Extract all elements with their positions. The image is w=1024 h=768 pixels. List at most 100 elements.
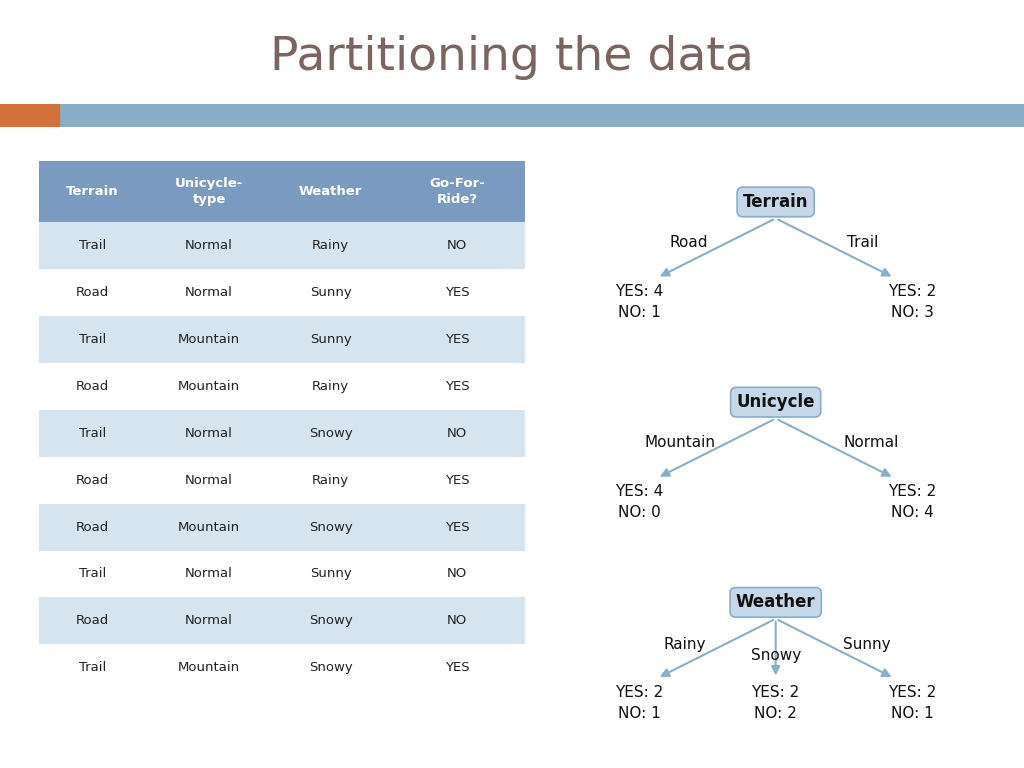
Text: Sunny: Sunny — [310, 286, 351, 299]
Text: Trail: Trail — [79, 239, 106, 252]
Bar — [389, 363, 525, 410]
Text: YES: 2
NO: 1: YES: 2 NO: 1 — [888, 685, 937, 720]
Bar — [39, 222, 146, 269]
Bar — [389, 644, 525, 691]
Text: Trail: Trail — [79, 568, 106, 581]
Bar — [39, 269, 146, 316]
Text: Rainy: Rainy — [312, 239, 349, 252]
Text: Weather: Weather — [736, 594, 815, 611]
Bar — [272, 644, 389, 691]
Text: Road: Road — [76, 614, 109, 627]
Bar — [146, 269, 272, 316]
Text: Road: Road — [670, 235, 709, 250]
Bar — [146, 161, 272, 222]
Text: Road: Road — [76, 474, 109, 487]
Bar — [146, 504, 272, 551]
Text: Terrain: Terrain — [743, 193, 808, 211]
Text: Partitioning the data: Partitioning the data — [270, 35, 754, 80]
Bar — [39, 504, 146, 551]
Bar — [39, 410, 146, 457]
Bar — [389, 410, 525, 457]
Text: NO: NO — [447, 568, 467, 581]
Text: Snowy: Snowy — [309, 427, 352, 440]
Text: YES: YES — [444, 380, 470, 393]
Text: Mountain: Mountain — [644, 435, 716, 450]
Bar — [272, 222, 389, 269]
Text: Road: Road — [76, 286, 109, 299]
Text: Snowy: Snowy — [751, 647, 801, 663]
Text: NO: NO — [447, 239, 467, 252]
Bar — [39, 644, 146, 691]
Text: NO: NO — [447, 427, 467, 440]
Text: Snowy: Snowy — [309, 661, 352, 674]
Text: Normal: Normal — [185, 474, 233, 487]
Bar — [272, 161, 389, 222]
Text: YES: YES — [444, 661, 470, 674]
Bar — [272, 269, 389, 316]
Text: Road: Road — [76, 380, 109, 393]
Text: Terrain: Terrain — [67, 185, 119, 198]
Text: Normal: Normal — [185, 568, 233, 581]
Text: Normal: Normal — [185, 614, 233, 627]
Text: YES: 4
NO: 1: YES: 4 NO: 1 — [614, 284, 664, 320]
Bar — [272, 363, 389, 410]
Text: Weather: Weather — [299, 185, 362, 198]
Bar — [389, 161, 525, 222]
Bar — [272, 551, 389, 598]
Text: Trail: Trail — [847, 235, 878, 250]
Text: Trail: Trail — [79, 427, 106, 440]
Text: YES: YES — [444, 521, 470, 534]
Text: Normal: Normal — [185, 239, 233, 252]
Bar — [272, 598, 389, 644]
Text: Mountain: Mountain — [178, 521, 241, 534]
Bar — [146, 410, 272, 457]
Text: Sunny: Sunny — [843, 637, 891, 652]
Bar — [146, 551, 272, 598]
Text: YES: YES — [444, 474, 470, 487]
Text: Unicycle-
type: Unicycle- type — [175, 177, 244, 207]
Bar — [389, 316, 525, 363]
Text: Sunny: Sunny — [310, 333, 351, 346]
Text: YES: YES — [444, 333, 470, 346]
Bar — [146, 316, 272, 363]
Bar — [272, 410, 389, 457]
Text: YES: 4
NO: 0: YES: 4 NO: 0 — [614, 485, 664, 521]
Text: Snowy: Snowy — [309, 521, 352, 534]
Text: YES: 2
NO: 3: YES: 2 NO: 3 — [888, 284, 937, 320]
Text: YES: 2
NO: 4: YES: 2 NO: 4 — [888, 485, 937, 521]
Text: Unicycle: Unicycle — [736, 393, 815, 411]
Text: Normal: Normal — [844, 435, 899, 450]
Bar — [39, 363, 146, 410]
Text: Rainy: Rainy — [664, 637, 706, 652]
Bar — [272, 457, 389, 504]
Bar — [39, 161, 146, 222]
Bar — [146, 457, 272, 504]
Bar — [39, 551, 146, 598]
Text: Trail: Trail — [79, 661, 106, 674]
Bar — [39, 598, 146, 644]
Text: YES: 2
NO: 1: YES: 2 NO: 1 — [614, 685, 664, 720]
Bar — [39, 316, 146, 363]
Text: Trail: Trail — [79, 333, 106, 346]
Text: Road: Road — [76, 521, 109, 534]
Text: NO: NO — [447, 614, 467, 627]
Text: Mountain: Mountain — [178, 333, 241, 346]
Bar — [272, 316, 389, 363]
Text: Sunny: Sunny — [310, 568, 351, 581]
Bar — [39, 457, 146, 504]
Bar — [389, 551, 525, 598]
Text: Go-For-
Ride?: Go-For- Ride? — [429, 177, 485, 207]
Bar — [389, 222, 525, 269]
Bar — [146, 222, 272, 269]
Bar — [146, 644, 272, 691]
Text: YES: 2
NO: 2: YES: 2 NO: 2 — [752, 685, 800, 720]
Text: Normal: Normal — [185, 427, 233, 440]
Bar — [146, 363, 272, 410]
Text: YES: YES — [444, 286, 470, 299]
Text: Rainy: Rainy — [312, 474, 349, 487]
Bar — [389, 457, 525, 504]
Bar — [272, 504, 389, 551]
Bar — [146, 598, 272, 644]
Text: Snowy: Snowy — [309, 614, 352, 627]
Text: Normal: Normal — [185, 286, 233, 299]
